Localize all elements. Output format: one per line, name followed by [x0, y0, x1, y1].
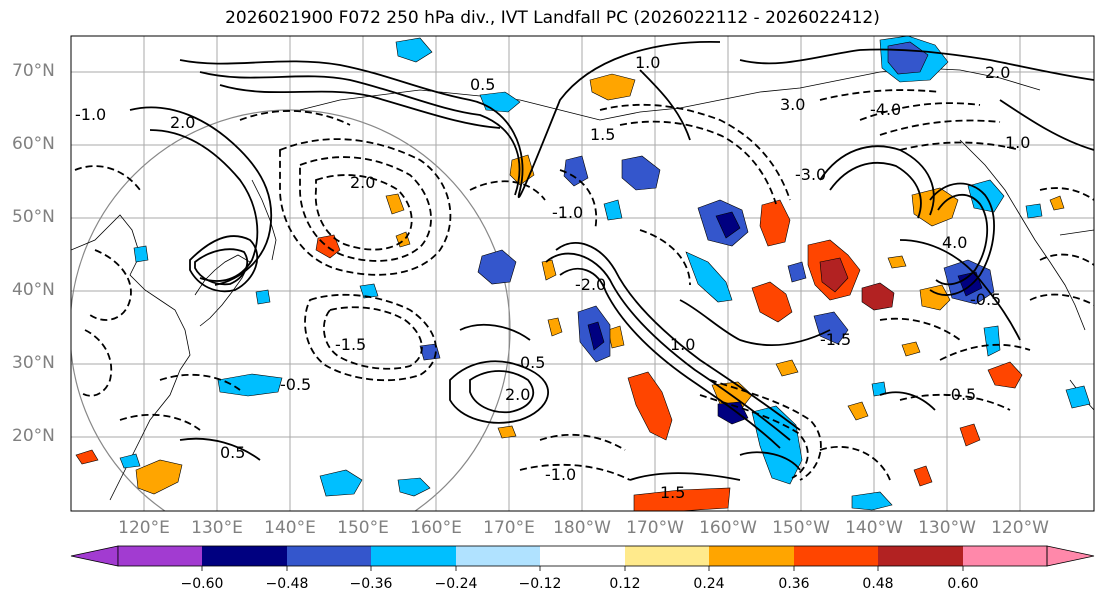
- colorbar-swatch: [287, 546, 371, 566]
- lon-label: 140°W: [845, 518, 903, 538]
- contour-label: 1.0: [670, 335, 695, 354]
- colorbar-swatch: [963, 546, 1047, 566]
- colorbar-swatch: [540, 546, 625, 566]
- lat-label: 60°N: [12, 134, 55, 154]
- colorbar-extend-left: [70, 545, 119, 567]
- contour-label: -2.0: [575, 275, 606, 294]
- lon-label: 120°E: [118, 518, 170, 538]
- lon-label: 160°E: [410, 518, 462, 538]
- lon-label: 170°W: [626, 518, 684, 538]
- contour-label: 4.0: [942, 233, 967, 252]
- lon-label: 150°E: [337, 518, 389, 538]
- colorbar-tick-label: −0.60: [180, 576, 224, 592]
- contour-label: -0.5: [280, 375, 311, 394]
- colorbar-swatch: [625, 546, 709, 566]
- lon-label: 170°E: [483, 518, 535, 538]
- colorbar-swatch: [202, 546, 287, 566]
- contour-label: 2.0: [170, 113, 195, 132]
- contour-label: 2.0: [985, 63, 1010, 82]
- lat-label: 20°N: [12, 426, 55, 446]
- lat-label: 70°N: [12, 61, 55, 81]
- lat-label: 30°N: [12, 353, 55, 373]
- colorbar-swatch: [456, 546, 540, 566]
- colorbar-swatch: [878, 546, 963, 566]
- colorbar-tick-label: 0.24: [693, 576, 725, 592]
- contour-label: 0.5: [220, 443, 245, 462]
- contour-label: 1.0: [1005, 133, 1030, 152]
- colorbar-tick-label: 0.36: [778, 576, 810, 592]
- contour-label: -3.0: [795, 165, 826, 184]
- contour-label: -1.0: [552, 203, 583, 222]
- colorbar-swatch: [371, 546, 456, 566]
- lon-label: 140°E: [264, 518, 316, 538]
- contour-label: -1.5: [335, 335, 366, 354]
- colorbar-tick-label: −0.48: [265, 576, 309, 592]
- colorbar-tick-label: 0.48: [862, 576, 894, 592]
- colorbar-swatch: [118, 546, 202, 566]
- contour-label: 1.5: [660, 483, 685, 502]
- contour-label: -0.5: [945, 385, 976, 404]
- colorbar-tick-label: −0.24: [434, 576, 478, 592]
- lon-label: 150°W: [772, 518, 830, 538]
- colorbar-tick-label: −0.12: [518, 576, 562, 592]
- lon-label: 120°W: [991, 518, 1049, 538]
- colorbar-tick-label: 0.60: [947, 576, 979, 592]
- contour-labels: -1.0 2.0 0.5 1.0 -1.5 2.0 -0.5 -1.0 -2.0…: [75, 53, 1030, 502]
- lat-label: 40°N: [12, 280, 55, 300]
- contour-label: -1.5: [820, 330, 851, 349]
- solid-contours: [129, 41, 1094, 481]
- contour-label: -4.0: [870, 100, 901, 119]
- contour-label: 3.0: [780, 95, 805, 114]
- lon-label: 160°W: [699, 518, 757, 538]
- colorbar-swatch: [709, 546, 794, 566]
- lon-label: 180°W: [553, 518, 611, 538]
- colorbar: [70, 545, 1095, 571]
- contour-label: 1.0: [635, 53, 660, 72]
- lon-label: 130°W: [918, 518, 976, 538]
- contour-label: -0.5: [970, 290, 1001, 309]
- colorbar-tick-label: 0.12: [609, 576, 641, 592]
- colorbar-extend-right: [1046, 545, 1095, 567]
- lat-label: 50°N: [12, 207, 55, 227]
- colorbar-tick-label: −0.36: [349, 576, 393, 592]
- contour-label: 2.0: [505, 385, 530, 404]
- contour-label: 2.0: [350, 173, 375, 192]
- contour-label: 1.5: [590, 125, 615, 144]
- contour-label: 0.5: [470, 75, 495, 94]
- colorbar-swatch: [794, 546, 878, 566]
- contour-label: -1.0: [75, 105, 106, 124]
- dashed-contours: [74, 89, 1094, 481]
- contour-label: -1.0: [545, 465, 576, 484]
- map-frame: [70, 35, 1095, 512]
- contour-label: 0.5: [520, 353, 545, 372]
- chart-title: 2026021900 F072 250 hPa div., IVT Landfa…: [225, 8, 880, 28]
- lon-label: 130°E: [191, 518, 243, 538]
